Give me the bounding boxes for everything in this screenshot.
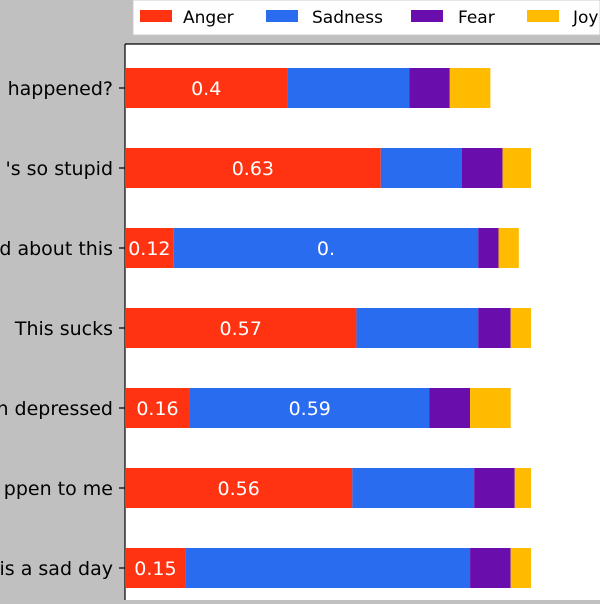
- bar-fear-5: [474, 468, 515, 508]
- y-tick-label-4: n depressed: [0, 398, 113, 420]
- y-ticks: happened? 's so stupid d about this This su…: [0, 78, 125, 580]
- legend: Anger Sadness Fear Joy: [132, 0, 600, 36]
- bar-sadness-2: [173, 228, 479, 268]
- bars-layer: 0.4 0.63 0.12 0. 0.57 0.16 0.59 0.56 0.15: [125, 68, 531, 588]
- legend-swatch-anger: [140, 10, 172, 22]
- bar-anger-6: [125, 548, 186, 588]
- bar-joy-4: [470, 388, 511, 428]
- bar-anger-4: [125, 388, 190, 428]
- bar-joy-2: [498, 228, 519, 268]
- y-tick-label-5: ppen to me: [4, 478, 113, 500]
- bar-joy-1: [502, 148, 531, 188]
- bar-fear-0: [409, 68, 450, 108]
- bar-fear-4: [429, 388, 471, 428]
- bar-sadness-5: [352, 468, 475, 508]
- bar-sadness-3: [356, 308, 479, 348]
- data-label-sadness-4: 0.59: [289, 398, 331, 420]
- y-tick-label-3: This sucks: [14, 318, 113, 340]
- legend-swatch-joy: [527, 10, 559, 22]
- data-label-anger-2: 0.12: [128, 238, 170, 260]
- data-label-anger-1: 0.63: [232, 158, 274, 180]
- data-label-anger-0: 0.4: [191, 78, 221, 100]
- bar-fear-2: [478, 228, 499, 268]
- bar-anger-2: [125, 228, 174, 268]
- legend-box: [132, 0, 600, 36]
- bar-sadness-4: [189, 388, 430, 428]
- bar-anger-0: [125, 68, 288, 108]
- bar-joy-6: [510, 548, 531, 588]
- bar-anger-5: [125, 468, 353, 508]
- bar-joy-3: [510, 308, 531, 348]
- legend-label-fear: Fear: [458, 8, 495, 28]
- bar-sadness-1: [380, 148, 462, 188]
- legend-swatch-sadness: [266, 10, 298, 22]
- data-label-anger-4: 0.16: [136, 398, 178, 420]
- y-tick-label-6: is a sad day: [0, 558, 113, 580]
- bar-fear-1: [461, 148, 503, 188]
- bar-anger-3: [125, 308, 357, 348]
- legend-label-anger: Anger: [183, 8, 234, 28]
- data-label-anger-3: 0.57: [220, 318, 262, 340]
- y-tick-label-1: 's so stupid: [5, 158, 113, 180]
- y-tick-label-0: happened?: [8, 78, 113, 100]
- legend-swatch-fear: [411, 10, 443, 22]
- legend-label-joy: Joy: [572, 8, 598, 28]
- bar-sadness-6: [185, 548, 471, 588]
- bar-sadness-0: [287, 68, 410, 108]
- bar-fear-6: [470, 548, 511, 588]
- bar-fear-3: [478, 308, 511, 348]
- data-label-sadness-2: 0.: [317, 238, 335, 260]
- legend-label-sadness: Sadness: [312, 8, 383, 28]
- data-label-anger-6: 0.15: [134, 558, 176, 580]
- data-label-anger-5: 0.56: [218, 478, 260, 500]
- bar-joy-5: [514, 468, 531, 508]
- bar-joy-0: [449, 68, 491, 108]
- y-tick-label-2: d about this: [0, 238, 113, 260]
- bar-anger-1: [125, 148, 381, 188]
